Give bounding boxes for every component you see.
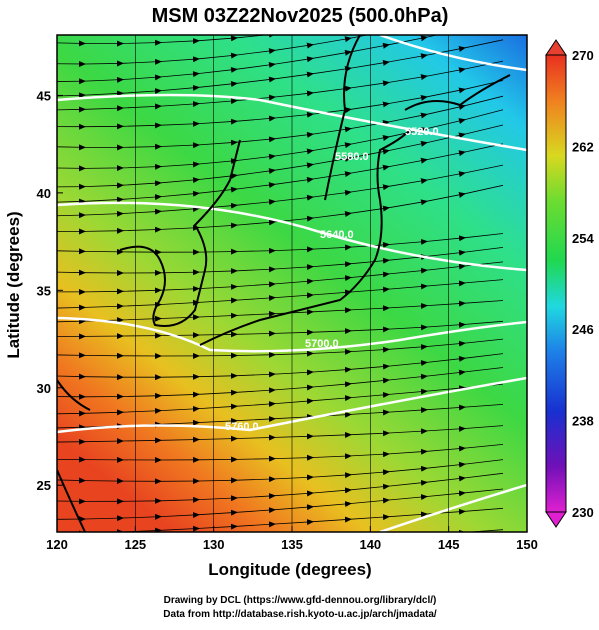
contour xyxy=(57,201,527,272)
streamline xyxy=(57,300,504,325)
x-tick-label: 125 xyxy=(124,537,146,552)
contour-label: 5700.0 xyxy=(305,338,339,350)
contour-labels: 5520.0 5580.0 5640.0 5700.0 5760.0 xyxy=(225,126,439,433)
colorbar-tick-label: 246 xyxy=(572,322,594,337)
streamline xyxy=(57,444,504,464)
streamline xyxy=(57,338,504,359)
x-tick-label: 145 xyxy=(438,537,460,552)
x-tick-label: 150 xyxy=(516,537,538,552)
y-axis-label: Latitude (degrees) xyxy=(4,211,23,358)
colorbar-tick-label: 238 xyxy=(572,414,594,429)
contour xyxy=(57,316,527,353)
colorbar-min xyxy=(545,511,567,528)
footer: Data from http://database.rish.kyoto-u.a… xyxy=(163,609,437,620)
contour-label: 5580.0 xyxy=(335,151,369,163)
contour-label: 5640.0 xyxy=(320,229,354,241)
contour xyxy=(379,483,527,532)
streamlines xyxy=(57,35,504,532)
x-tick-label: 135 xyxy=(281,537,303,552)
contour-label: 5760.0 xyxy=(225,421,259,433)
streamline xyxy=(57,425,504,445)
colorbar-tick-label: 254 xyxy=(572,231,594,246)
x-tick-label: 130 xyxy=(203,537,225,552)
coastline xyxy=(57,35,511,532)
y-tick-label: 30 xyxy=(37,381,51,396)
y-tick-label: 35 xyxy=(37,283,51,298)
streamline xyxy=(57,184,504,235)
title: MSM 03Z22Nov2025 (500.0hPa) xyxy=(152,5,449,27)
colorbar-tick-label: 270 xyxy=(572,48,594,63)
y-tick-label: 40 xyxy=(37,186,51,201)
colorbar xyxy=(545,54,567,513)
colorbar-tick-label: 262 xyxy=(572,139,594,154)
colorbar-max xyxy=(545,39,567,56)
contour xyxy=(379,35,527,72)
y-tick-label: 45 xyxy=(37,88,51,103)
contour-label: 5520.0 xyxy=(405,126,439,138)
y-tick-label: 25 xyxy=(37,478,51,493)
contour xyxy=(57,93,527,152)
x-axis-label: Longitude (degrees) xyxy=(208,560,371,579)
contour xyxy=(57,376,527,434)
x-tick-label: 140 xyxy=(359,537,381,552)
streamline xyxy=(57,320,504,340)
x-tick-label: 120 xyxy=(46,537,68,552)
colorbar-tick-label: 230 xyxy=(572,505,594,520)
footer: Drawing by DCL (https://www.gfd-dennou.o… xyxy=(164,595,437,606)
contours xyxy=(57,35,527,532)
